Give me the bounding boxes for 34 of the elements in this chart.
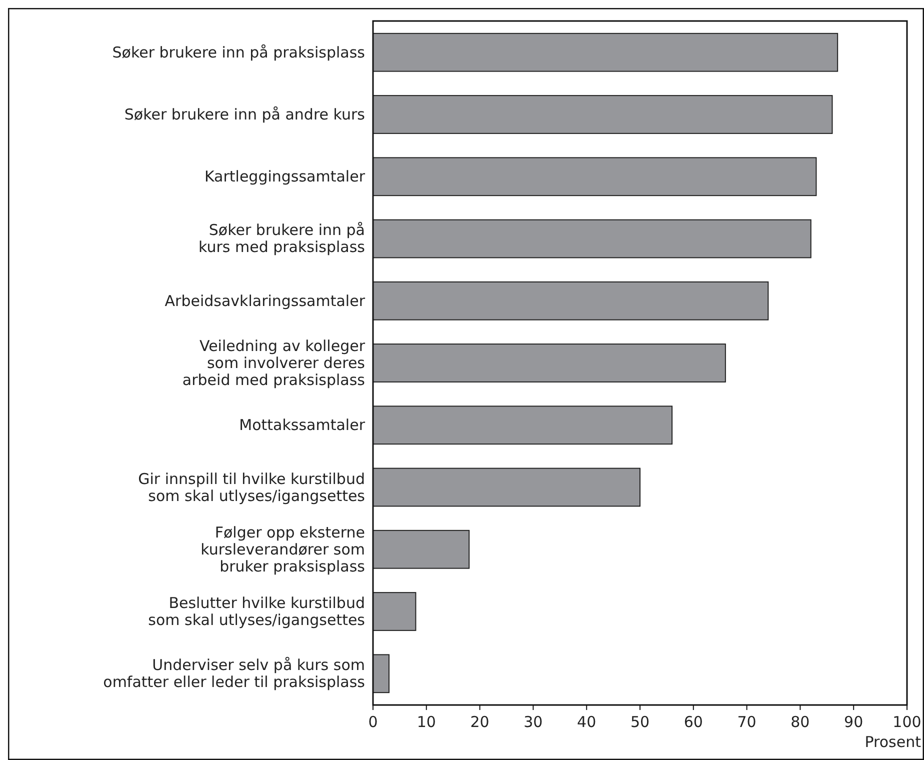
y-tick-label: Gir innspill til hvilke kurstilbud som skal utlyses/igangsettes <box>138 470 366 505</box>
bar <box>372 32 838 72</box>
bar <box>372 406 673 445</box>
x-tick-label: 70 <box>737 713 756 731</box>
x-tick-label: 20 <box>470 713 490 731</box>
bar <box>372 281 769 320</box>
x-tick-label: 40 <box>577 713 596 731</box>
x-tick-label: 0 <box>368 713 378 731</box>
x-tick-label: 10 <box>416 713 436 731</box>
x-tick-label: 90 <box>844 713 864 731</box>
bar <box>372 95 833 134</box>
bar <box>372 157 817 196</box>
y-tick-label: Kartleggingssamtaler <box>204 168 366 186</box>
x-tick-label: 30 <box>524 713 543 731</box>
y-tick-label: Søker brukere inn på andre kurs <box>124 106 366 124</box>
x-tick-label: 80 <box>790 713 810 731</box>
x-tick-label: 60 <box>684 713 703 731</box>
bar <box>372 654 390 694</box>
y-tick-label: Følger opp eksterne kursleverandører som bruker praksisplass <box>200 523 366 576</box>
x-tick-label: 100 <box>892 713 922 731</box>
bar <box>372 219 812 258</box>
bar <box>372 468 640 507</box>
y-tick-label: Arbeidsavklaringssamtaler <box>164 292 366 310</box>
y-tick-label: Beslutter hvilke kurstilbud som skal utlyses/igangsettes <box>148 594 366 629</box>
y-tick-label: Veiledning av kolleger som involverer deres arbeid med praksisplass <box>182 337 366 389</box>
y-tick-label: Mottakssamtaler <box>239 416 366 434</box>
bar <box>372 530 470 569</box>
x-axis-title: Prosent <box>864 733 922 751</box>
bar <box>372 344 726 382</box>
y-tick-label: Underviser selv på kurs som omfatter eller leder til praksisplass <box>103 656 366 692</box>
y-tick-label: Søker brukere inn på praksisplass <box>112 43 366 62</box>
y-tick-label: Søker brukere inn på kurs med praksisplass <box>198 221 366 256</box>
bar <box>372 592 416 631</box>
x-tick-label: 50 <box>630 713 650 731</box>
